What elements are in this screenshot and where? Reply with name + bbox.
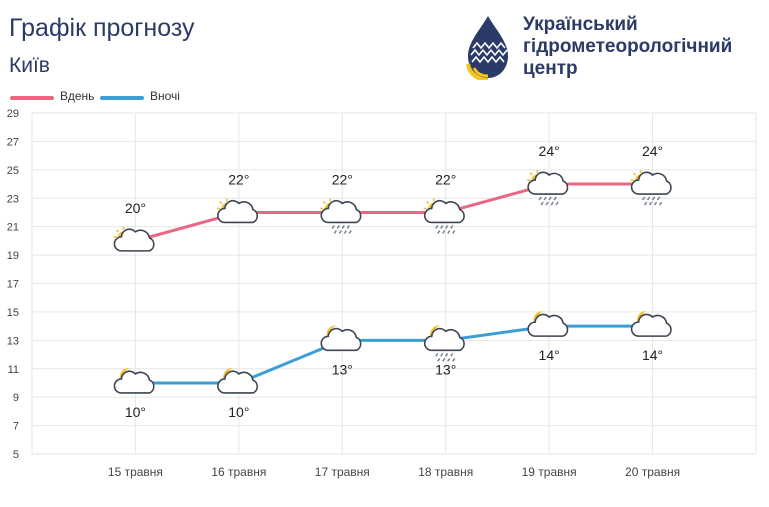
- chart-title: Графік прогнозу: [9, 14, 195, 42]
- x-tick-label: 17 травня: [315, 465, 370, 479]
- x-tick-label: 19 травня: [522, 465, 577, 479]
- y-tick-label: 29: [7, 108, 19, 120]
- sun-cloud-rain-icon: [423, 198, 465, 234]
- water-drop-sun-logo-icon: [466, 16, 508, 80]
- day-temp-label: 24°: [539, 143, 560, 159]
- night-temp-label: 13°: [435, 361, 456, 377]
- y-tick-label: 9: [13, 392, 19, 404]
- x-tick-label: 18 травня: [418, 465, 473, 479]
- moon-cloud-icon: [113, 367, 155, 394]
- day-series-line: [135, 182, 653, 243]
- org-line-1: Український: [523, 14, 638, 35]
- moon-cloud-icon: [217, 367, 259, 394]
- moon-cloud-icon: [320, 325, 362, 352]
- y-tick-label: 25: [7, 165, 19, 177]
- y-tick-label: 7: [13, 421, 19, 433]
- day-temp-label: 20°: [125, 200, 146, 216]
- organization-name: Український гідрометеорологічний центр: [523, 14, 732, 80]
- x-tick-label: 16 травня: [211, 465, 266, 479]
- legend-label-day: Вдень: [60, 89, 95, 103]
- night-temp-label: 10°: [228, 404, 249, 420]
- day-temp-label: 22°: [228, 171, 249, 187]
- legend-label-night: Вночі: [150, 89, 180, 103]
- night-series-line: [135, 324, 653, 385]
- x-tick-label: 15 травня: [108, 465, 163, 479]
- y-tick-label: 15: [7, 307, 19, 319]
- y-tick-label: 23: [7, 193, 19, 205]
- moon-cloud-icon: [630, 311, 672, 337]
- y-tick-label: 19: [7, 250, 19, 262]
- sun-cloud-icon: [113, 226, 155, 252]
- y-tick-label: 11: [8, 364, 19, 376]
- night-temp-label: 10°: [125, 404, 146, 420]
- sun-cloud-rain-icon: [630, 170, 672, 206]
- moon-cloud-rain-icon: [423, 325, 465, 362]
- moon-cloud-icon: [527, 311, 569, 337]
- night-temp-label: 14°: [642, 347, 663, 363]
- night-temp-label: 14°: [539, 347, 560, 363]
- legend-swatch-night: [100, 96, 144, 100]
- city-name: Київ: [9, 54, 50, 77]
- org-line-3: центр: [523, 58, 578, 79]
- legend-swatch-day: [10, 96, 54, 100]
- y-tick-label: 17: [7, 279, 19, 291]
- y-tick-label: 13: [7, 335, 19, 347]
- sun-cloud-rain-icon: [320, 198, 362, 234]
- sun-cloud-icon: [216, 198, 259, 224]
- org-line-2: гідрометеорологічний: [523, 36, 733, 57]
- y-tick-label: 5: [13, 449, 19, 461]
- day-temp-label: 22°: [435, 171, 456, 187]
- y-tick-label: 27: [7, 136, 19, 148]
- day-temp-label: 24°: [642, 143, 663, 159]
- y-tick-label: 21: [7, 222, 19, 234]
- day-temp-label: 22°: [332, 171, 353, 187]
- x-tick-label: 20 травня: [625, 465, 680, 479]
- night-temp-label: 13°: [332, 361, 353, 377]
- sun-cloud-rain-icon: [527, 170, 569, 206]
